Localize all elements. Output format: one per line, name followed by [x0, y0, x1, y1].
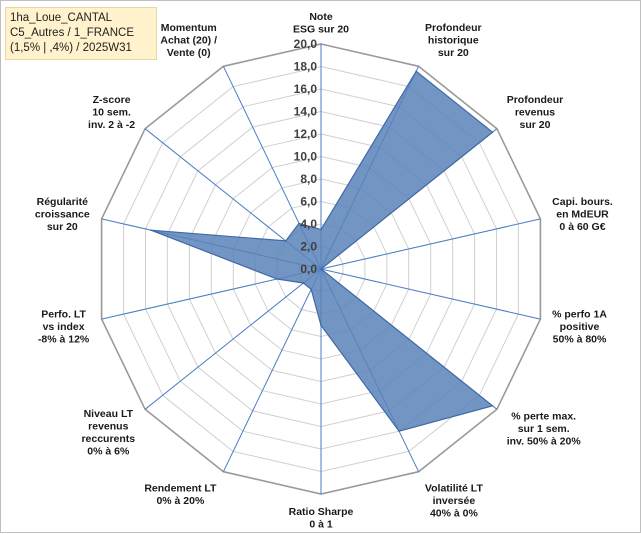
axis-label-10-line-0: Perfo. LT: [41, 309, 86, 321]
axis-label-8: Rendement LT0% à 20%: [144, 483, 217, 508]
axis-label-5: % perte max.sur 1 sem.inv. 50% à 20%: [507, 411, 582, 448]
axis-label-7-line-1: 0 à 1: [309, 519, 333, 531]
data-point-11: [150, 229, 152, 231]
tick-label-3: 6,0: [300, 195, 317, 209]
axis-label-2-line-1: revenus: [515, 107, 555, 119]
axis-label-5-line-0: % perte max.: [511, 411, 576, 423]
axis-label-10-line-1: vs index: [43, 321, 85, 333]
axis-label-5-line-1: sur 1 sem.: [518, 423, 570, 435]
data-point-13: [298, 222, 300, 225]
axis-label-0-line-1: ESG sur 20: [293, 24, 349, 36]
axis-label-4-line-1: positive: [560, 321, 600, 333]
axis-label-3-line-1: en MdEUR: [556, 208, 609, 220]
spoke-9: [144, 268, 322, 410]
axis-label-5-line-2: inv. 50% à 20%: [507, 436, 582, 448]
axis-label-0-line-0: Note: [309, 11, 332, 23]
data-point-9: [302, 282, 305, 284]
tick-label-7: 14,0: [294, 105, 318, 119]
axis-label-11-line-2: sur 20: [47, 221, 78, 233]
axis-label-3-line-2: 0 à 60 G€: [559, 221, 605, 233]
axis-label-1-line-0: Profondeur: [425, 22, 482, 34]
axis-label-7-line-0: Ratio Sharpe: [289, 506, 354, 518]
data-point-1: [415, 70, 418, 73]
data-point-7: [320, 324, 322, 327]
title-line-3: (1,5% | ,4%) / 2025W31: [10, 42, 132, 54]
data-point-12: [285, 240, 287, 242]
axis-label-12-line-2: inv. 2 à -2: [88, 119, 135, 131]
axis-label-11-line-0: Régularité: [37, 196, 89, 208]
axis-label-6-line-0: Volatilité LT: [425, 483, 484, 495]
tick-label-6: 12,0: [294, 127, 318, 141]
tick-label-1: 2,0: [300, 240, 317, 254]
axis-label-1-line-2: sur 20: [438, 47, 469, 59]
title-line-2: C5_Autres / 1_FRANCE: [10, 27, 134, 39]
data-point-2: [491, 131, 494, 133]
data-point-0: [320, 228, 322, 231]
data-point-4: [320, 268, 322, 270]
series-area: [150, 70, 494, 432]
data-point-6: [398, 430, 400, 433]
axis-label-2-line-0: Profondeur: [507, 94, 564, 106]
spoke-8: [222, 268, 322, 472]
tick-label-0: 0,0: [300, 262, 317, 276]
axis-label-8-line-1: 0% à 20%: [156, 495, 205, 507]
data-point-5: [491, 405, 494, 407]
axis-label-13-line-2: Vente (0): [167, 47, 211, 59]
axis-label-9-line-3: 0% à 6%: [87, 446, 130, 458]
axis-label-13-line-0: Momentum: [161, 22, 217, 34]
axis-label-9-line-1: revenus: [88, 421, 128, 433]
axis-label-2-line-2: sur 20: [520, 119, 551, 131]
spoke-4: [320, 268, 541, 320]
tick-label-10: 20,0: [294, 37, 318, 51]
spoke-3: [320, 218, 541, 270]
data-point-8: [310, 288, 313, 291]
axis-label-10-line-2: -8% à 12%: [38, 334, 90, 346]
axis-label-9-line-2: reccurents: [81, 433, 135, 445]
axis-label-4-line-2: 50% à 80%: [553, 334, 607, 346]
axis-label-6-line-2: 40% à 0%: [430, 508, 479, 520]
data-point-10: [276, 278, 278, 280]
axis-label-11-line-1: croissance: [35, 208, 90, 220]
axis-label-12-line-1: 10 sem.: [92, 107, 131, 119]
axis-label-9-line-0: Niveau LT: [84, 408, 134, 420]
axis-label-3-line-0: Capi. bours.: [552, 196, 613, 208]
axis-label-4-line-0: % perfo 1A: [552, 309, 607, 321]
title-line-1: 1ha_Loue_CANTAL: [10, 12, 113, 24]
tick-label-2: 4,0: [300, 217, 317, 231]
chart-title-box: 1ha_Loue_CANTAL C5_Autres / 1_FRANCE (1,…: [5, 7, 157, 60]
axis-label-1-line-1: historique: [428, 34, 479, 46]
tick-label-4: 8,0: [300, 172, 317, 186]
axis-label-6-line-1: inversée: [433, 495, 476, 507]
tick-label-9: 18,0: [294, 60, 318, 74]
tick-label-5: 10,0: [294, 150, 318, 164]
tick-label-8: 16,0: [294, 82, 318, 96]
axis-label-8-line-0: Rendement LT: [144, 483, 217, 495]
axis-label-13-line-1: Achat (20) /: [160, 34, 217, 46]
axis-label-12-line-0: Z-score: [93, 94, 131, 106]
